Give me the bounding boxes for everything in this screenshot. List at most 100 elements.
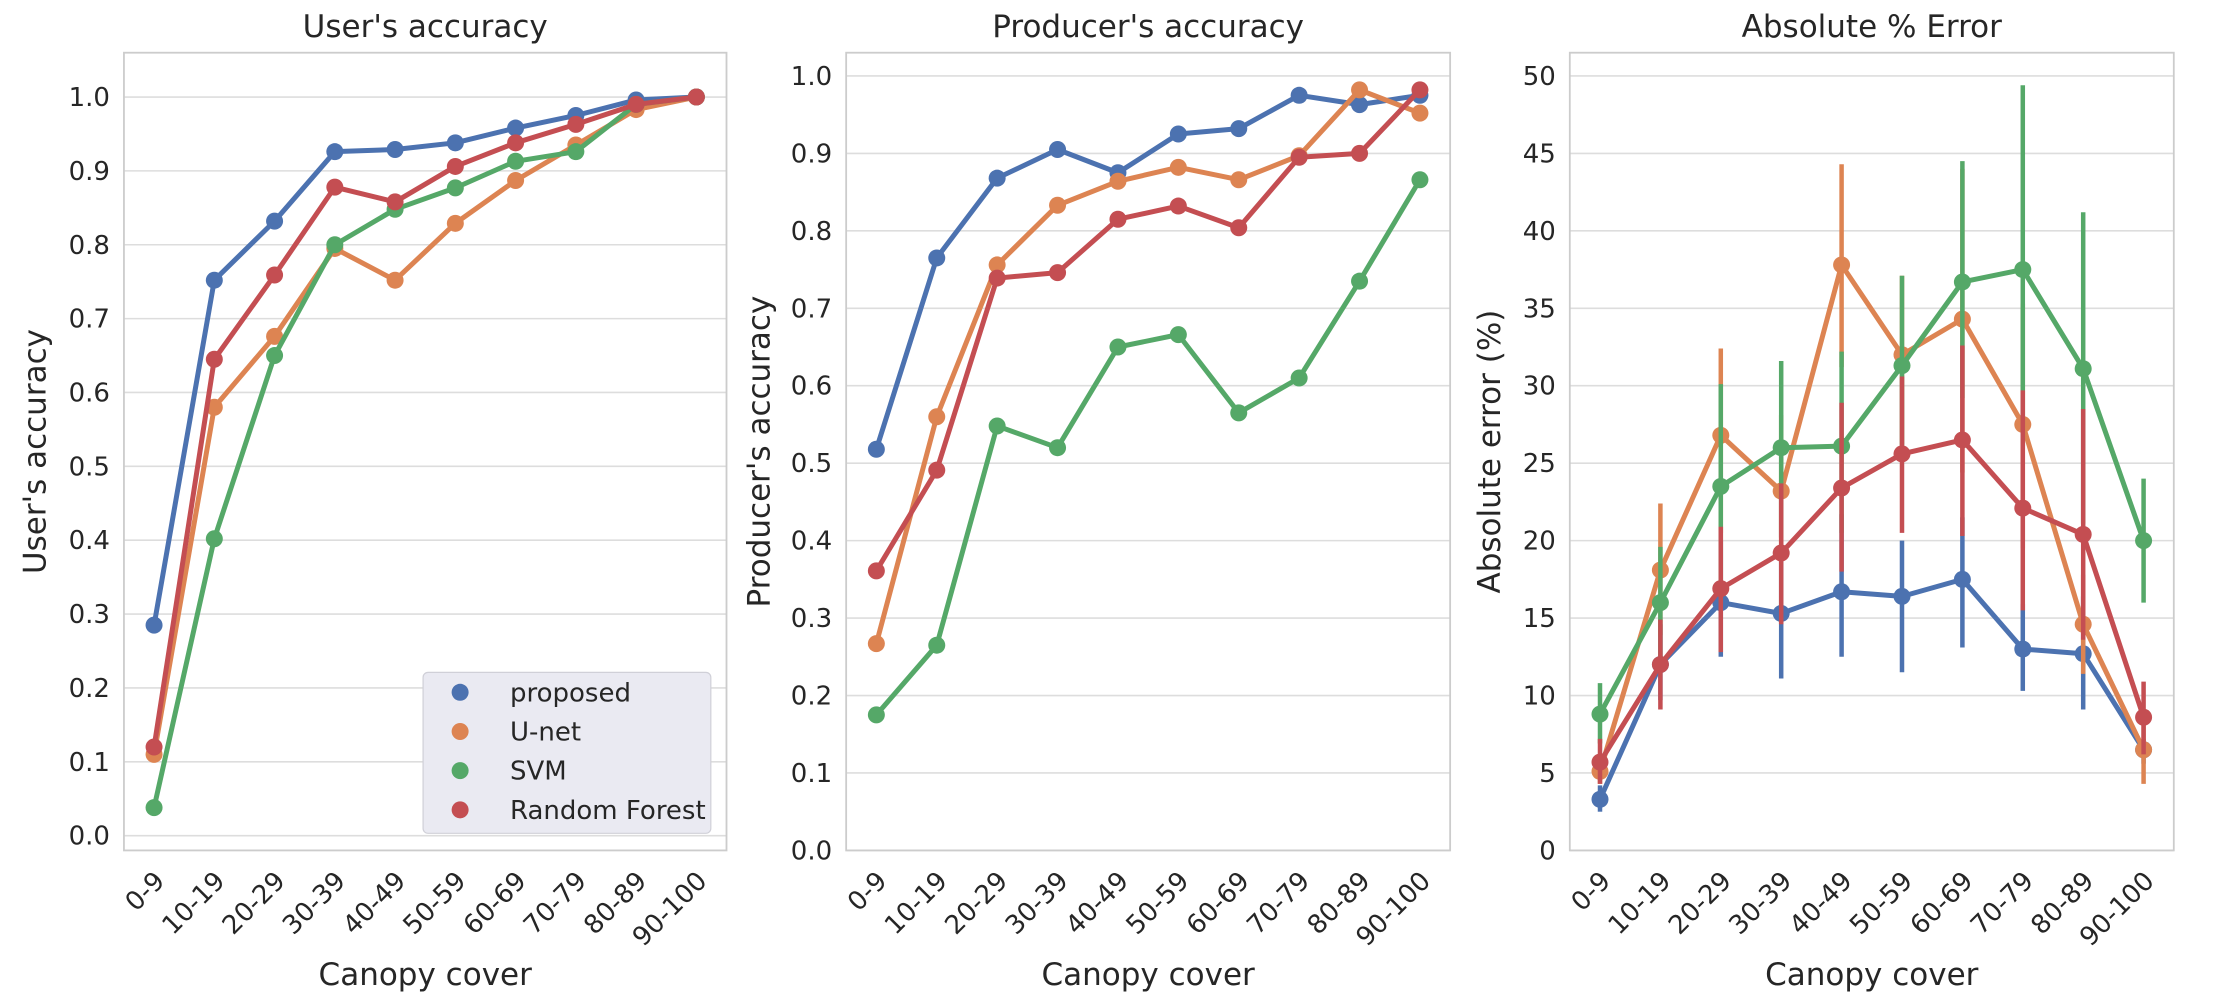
y-tick-label: 0.2 <box>69 674 110 704</box>
legend-marker <box>451 722 469 740</box>
y-tick-label: 0.8 <box>69 231 110 261</box>
data-point <box>867 706 885 724</box>
x-tick-label: 50-59 <box>1844 866 1919 941</box>
series-line <box>1597 267 2147 717</box>
series-line <box>151 94 699 757</box>
legend-box <box>422 671 712 834</box>
data-point <box>1411 104 1429 122</box>
data-point <box>446 179 464 197</box>
data-point <box>867 562 885 580</box>
x-tick-label: 50-59 <box>398 866 473 941</box>
y-tick-label: 0.2 <box>791 682 832 712</box>
x-tick-label: 40-49 <box>1060 866 1135 941</box>
x-tick-label: 20-29 <box>217 866 292 941</box>
y-tick-label: 10 <box>1523 682 1556 712</box>
data-point <box>988 269 1006 287</box>
data-point <box>1833 479 1851 497</box>
y-tick-label: 25 <box>1523 449 1556 479</box>
x-tick-label: 40-49 <box>337 866 412 941</box>
data-point <box>988 256 1006 274</box>
y-tick-label: 30 <box>1523 372 1556 402</box>
data-point <box>867 635 885 653</box>
legend-marker <box>451 801 469 819</box>
data-point <box>1049 439 1067 457</box>
data-point <box>1772 544 1790 562</box>
x-axis-label: Canopy cover <box>1765 957 1979 993</box>
data-point <box>928 249 946 267</box>
data-point <box>2135 532 2153 550</box>
data-point <box>1049 264 1067 282</box>
series-proposed <box>867 86 1429 458</box>
data-point <box>1290 369 1308 387</box>
legend-label: U-net <box>510 717 581 747</box>
series-rf <box>867 81 1429 580</box>
data-point <box>1049 196 1067 214</box>
data-point <box>1712 580 1730 598</box>
data-point <box>145 616 163 634</box>
data-point <box>1169 125 1187 143</box>
data-point <box>1712 477 1730 495</box>
data-point <box>2074 525 2092 543</box>
data-point <box>266 327 284 345</box>
data-point <box>1351 81 1369 99</box>
plot-frame <box>845 51 1452 852</box>
data-point <box>1591 753 1609 771</box>
y-tick-label: 0.0 <box>791 836 832 866</box>
x-tick-label: 30-39 <box>277 866 352 941</box>
data-point <box>1411 81 1429 99</box>
y-tick-label: 35 <box>1523 294 1556 324</box>
series-line <box>151 94 699 811</box>
data-point <box>1953 570 1971 588</box>
x-tick-label: 0-9 <box>842 866 893 917</box>
y-tick-label: 0.8 <box>791 217 832 247</box>
y-tick-label: 0.5 <box>791 449 832 479</box>
data-point <box>1230 219 1248 237</box>
chart-panel-1: 0.0 0.1 0.2 0.3 0.4 0.5 0.6 0.7 0.8 0.9 1.0 0-910-1… <box>18 9 728 993</box>
data-point <box>446 134 464 152</box>
series-line <box>1597 576 2147 802</box>
data-point <box>1230 120 1248 138</box>
x-tick-label: 10-19 <box>157 866 232 941</box>
data-point <box>2135 708 2153 726</box>
data-point <box>386 271 404 289</box>
data-point <box>446 214 464 232</box>
data-point <box>687 88 705 106</box>
data-point <box>1893 587 1911 605</box>
data-point <box>205 530 223 548</box>
y-tick-label: 0.1 <box>791 759 832 789</box>
data-point <box>928 408 946 426</box>
legend-label: proposed <box>510 678 631 708</box>
data-point <box>1833 256 1851 274</box>
data-point <box>988 169 1006 187</box>
data-point <box>507 171 525 189</box>
y-tick-label: 20 <box>1523 527 1556 557</box>
data-point <box>266 347 284 365</box>
y-tick-label: 5 <box>1539 759 1556 789</box>
x-tick-label: 20-29 <box>1663 866 1738 941</box>
y-tick-label: 0.3 <box>69 600 110 630</box>
data-point <box>1411 171 1429 189</box>
data-point <box>446 157 464 175</box>
x-tick-label: 30-39 <box>1724 866 1799 941</box>
data-point <box>867 440 885 458</box>
data-point <box>1651 594 1669 612</box>
data-point <box>2014 640 2032 658</box>
data-point <box>145 799 163 817</box>
x-tick-label: 70-79 <box>518 866 593 941</box>
x-tick-label: 40-49 <box>1784 866 1859 941</box>
x-tick-label: 60-69 <box>1905 866 1980 941</box>
data-point <box>2014 261 2032 279</box>
y-tick-label: 0.4 <box>69 526 110 556</box>
data-point <box>1169 158 1187 176</box>
x-tick-label: 0-9 <box>120 866 171 917</box>
series-line <box>873 87 1423 647</box>
data-point <box>386 140 404 158</box>
chart-panel-3: 0 5 10 15 20 25 30 35 40 45 50 0-910-1920-2930-3940… <box>1472 9 2175 993</box>
y-tick-label: 0.6 <box>791 372 832 402</box>
data-point <box>1109 172 1127 190</box>
data-point <box>205 398 223 416</box>
x-tick-label: 30-39 <box>1000 866 1075 941</box>
data-point <box>1290 86 1308 104</box>
data-point <box>1169 326 1187 344</box>
